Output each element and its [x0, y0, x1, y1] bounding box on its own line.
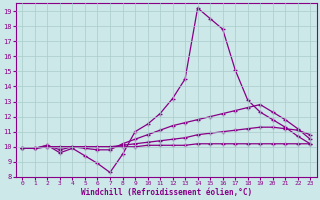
X-axis label: Windchill (Refroidissement éolien,°C): Windchill (Refroidissement éolien,°C)	[81, 188, 252, 197]
